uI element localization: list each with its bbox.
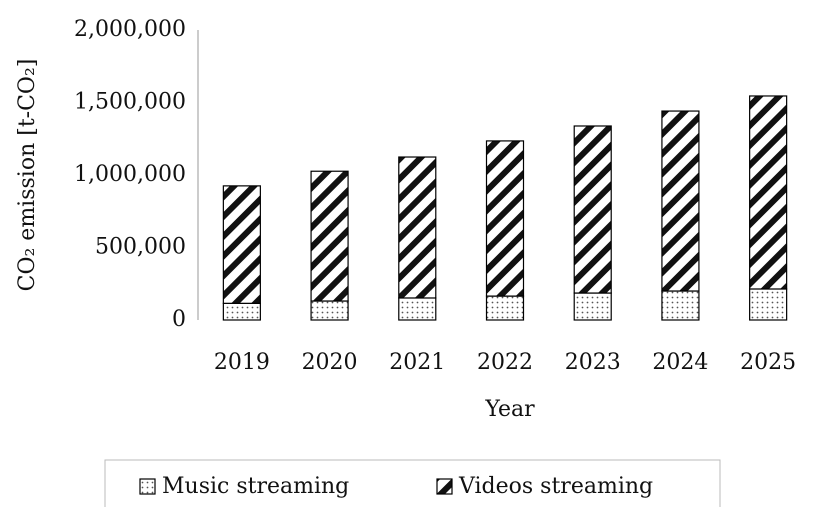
x-tick-label: 2019 [214, 350, 270, 375]
bar-segment [222, 185, 261, 304]
y-tick-label: 500,000 [95, 235, 186, 260]
bar-segment [485, 140, 525, 297]
bar-segment [310, 170, 349, 302]
x-tick-label: 2021 [389, 350, 445, 375]
legend-label: Videos streaming [458, 474, 653, 499]
x-axis-label: Year [484, 397, 535, 422]
x-tick-label: 2022 [477, 350, 533, 375]
legend-swatch [139, 478, 156, 495]
bar-segment [749, 288, 788, 321]
x-tick-label: 2023 [565, 350, 621, 375]
y-tick-label: 2,000,000 [74, 17, 186, 42]
y-axis-label: CO₂ emission [t-CO₂] [15, 59, 40, 292]
bar-segment [222, 302, 261, 321]
legend-label: Music streaming [162, 474, 349, 499]
bar-segment [398, 156, 437, 299]
y-tick-label: 0 [172, 307, 186, 332]
bar-segment [573, 125, 612, 294]
bar-segment [661, 290, 700, 321]
x-tick-label: 2024 [652, 350, 708, 375]
bar-segment [398, 297, 437, 321]
bar-segment [749, 95, 788, 290]
x-tick-label: 2025 [740, 350, 796, 375]
y-tick-label: 1,000,000 [74, 162, 186, 187]
bar-segment [573, 292, 612, 321]
bar-segment [661, 110, 700, 292]
legend-swatch [436, 478, 453, 495]
bar-segment [485, 295, 525, 321]
y-tick-label: 1,500,000 [74, 90, 186, 115]
x-tick-label: 2020 [302, 350, 358, 375]
legend-box [104, 459, 721, 507]
bar-segment [310, 300, 349, 321]
